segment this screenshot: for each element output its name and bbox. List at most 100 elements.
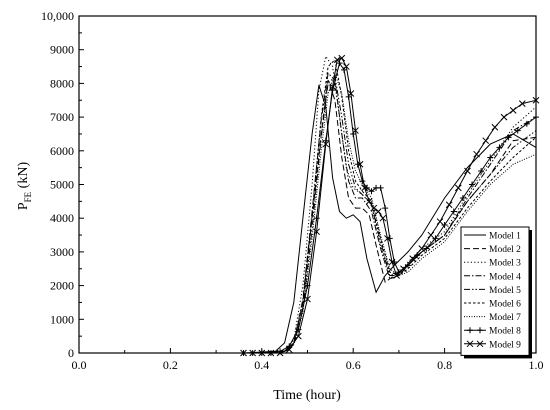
series-4 (252, 72, 537, 354)
y-tick-label: 8000 (50, 76, 74, 90)
series-point (464, 167, 471, 175)
series-point (523, 120, 530, 127)
series-point (423, 245, 430, 252)
series-point (409, 255, 416, 262)
legend-label: Model 6 (489, 300, 521, 310)
series-point (368, 188, 375, 195)
series-point (400, 265, 407, 273)
svg-text:PFE (kN): PFE (kN) (16, 162, 33, 211)
series-point (418, 245, 426, 252)
y-tick-label: 3000 (50, 245, 74, 259)
x-tick-label: 1.0 (529, 358, 544, 372)
legend-label: Model 4 (489, 272, 521, 282)
legend-item: Model 2 (464, 245, 521, 255)
series-point (361, 184, 368, 192)
series-point (518, 100, 526, 107)
series-point (496, 144, 503, 151)
series-point (432, 235, 439, 242)
y-tick-label: 9000 (50, 43, 74, 57)
series-point (491, 123, 499, 131)
series-point (304, 295, 311, 303)
series-point (342, 63, 350, 70)
series-9 (240, 54, 540, 357)
series-point (379, 214, 387, 222)
y-tick-label: 4000 (50, 211, 74, 225)
series-point (436, 218, 444, 225)
x-tick-label: 0.4 (254, 358, 269, 372)
series-line (243, 84, 537, 354)
series-point (374, 208, 382, 215)
y-axis-title-main: P (16, 202, 31, 210)
series-point (333, 56, 341, 64)
series-point (382, 205, 389, 212)
legend-item: Model 9 (464, 340, 521, 350)
series-point (295, 332, 302, 340)
series-line (252, 72, 537, 354)
legend-item: Model 5 (464, 286, 521, 296)
series-layer (240, 54, 540, 357)
y-tick-label: 0 (68, 346, 74, 360)
series-point (393, 272, 400, 279)
legend-item: Model 8 (464, 327, 521, 337)
series-point (505, 134, 512, 141)
series-point (477, 327, 483, 334)
series-point (356, 160, 364, 168)
y-axis-title: PFE (kN) (16, 162, 33, 211)
legend-label: Model 5 (489, 286, 521, 296)
legend-item: Model 7 (464, 313, 521, 323)
series-point (445, 201, 453, 209)
legend-label: Model 8 (489, 327, 521, 337)
series-point (347, 90, 355, 97)
series-point (336, 60, 343, 67)
series-line (252, 58, 537, 354)
x-tick-label: 0.2 (163, 358, 178, 372)
series-point (313, 228, 320, 236)
series-point (338, 54, 346, 62)
legend-item: Model 1 (464, 232, 521, 242)
legend-box (460, 226, 530, 356)
series-point (329, 83, 336, 91)
series-point (454, 184, 462, 192)
series-point (313, 215, 320, 222)
series-point (482, 137, 490, 145)
series-point (427, 231, 435, 239)
legend-label: Model 2 (489, 245, 521, 255)
series-point (469, 181, 476, 188)
series-point (377, 184, 384, 191)
legend-item: Model 6 (464, 300, 521, 310)
legend: Model 1 Model 2 Model 3 Model 4 Model 5 Model… (460, 226, 532, 359)
series-point (388, 258, 396, 266)
series-5 (252, 75, 537, 354)
series-point (285, 346, 293, 353)
legend-item: Model 3 (464, 259, 521, 269)
series-point (467, 327, 473, 334)
series-line (252, 79, 537, 354)
legend-label: Model 9 (489, 340, 521, 350)
series-point (341, 66, 348, 73)
series-point (476, 340, 484, 348)
x-tick-label: 0.0 (72, 358, 87, 372)
series-point (345, 93, 352, 100)
series-point (514, 127, 521, 134)
x-axis-title: Time (hour) (273, 388, 341, 403)
series-point (395, 269, 402, 276)
x-tick-label: 0.6 (346, 358, 361, 372)
series-point (466, 340, 474, 348)
series-line (252, 75, 537, 354)
series-point (365, 197, 373, 205)
legend-item: Model 4 (464, 272, 521, 282)
series-point (384, 235, 391, 242)
legend-label: Model 7 (489, 313, 521, 323)
series-point (352, 127, 359, 134)
series-point (500, 113, 508, 121)
series-point (359, 178, 366, 185)
legend-label: Model 1 (489, 232, 521, 242)
series-point (473, 150, 480, 158)
y-tick-label: 2000 (50, 279, 74, 293)
y-tick-label: 5000 (50, 178, 74, 192)
series-point (487, 154, 494, 161)
series-6 (252, 58, 537, 354)
series-point (509, 107, 517, 114)
y-tick-label: 10,000 (41, 9, 74, 23)
